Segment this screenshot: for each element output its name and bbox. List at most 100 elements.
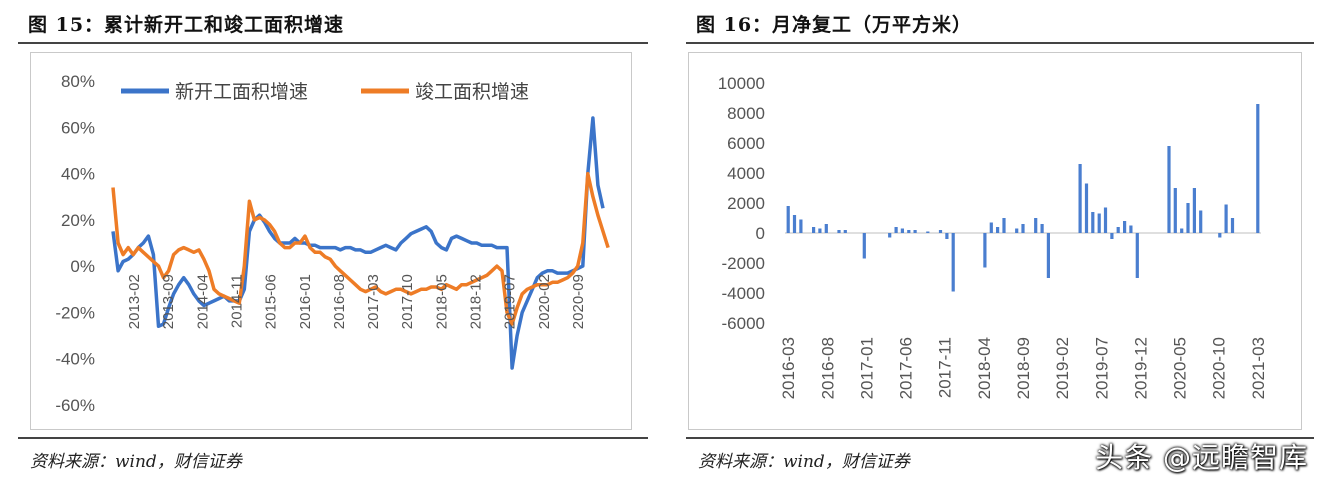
y-tick-label: 40% — [61, 165, 95, 184]
bar — [894, 227, 898, 233]
left-source-note: 资料来源：wind，财信证券 — [30, 452, 242, 472]
x-tick-label: 2017-11 — [936, 337, 955, 398]
right-source-note: 资料来源：wind，财信证券 — [698, 452, 910, 472]
bar — [1040, 224, 1044, 233]
bar — [1021, 224, 1025, 233]
watermark: 头条 @远瞻智库 — [1095, 441, 1308, 474]
bar — [938, 230, 943, 233]
bar — [1110, 233, 1114, 239]
bar — [786, 206, 790, 233]
y-tick-label: 60% — [61, 118, 95, 137]
bar — [1230, 218, 1235, 233]
series-line — [111, 116, 605, 370]
bar — [818, 228, 822, 233]
right-panel: 图 16：月净复工（万平方米） 10000 8000 6000 4000 2000 0 -2… — [668, 0, 1326, 482]
bar — [1129, 225, 1133, 233]
right-top-rule — [686, 42, 1314, 44]
y-tick-label: 6000 — [727, 134, 765, 153]
bar — [1046, 233, 1050, 278]
bar — [1224, 204, 1228, 233]
x-tick-label: 2017-10 — [399, 274, 416, 329]
y-tick-label: -60% — [55, 396, 95, 415]
x-tick-label: 2018-05 — [433, 274, 450, 329]
y-tick-label: -40% — [55, 350, 95, 369]
bar — [926, 231, 930, 233]
bar — [1167, 146, 1171, 233]
x-tick-label: 2016-08 — [331, 274, 348, 329]
bar — [1084, 183, 1089, 233]
bar — [1103, 207, 1108, 233]
x-tick-label: 2019-07 — [1092, 337, 1111, 399]
right-chart-frame: 10000 8000 6000 4000 2000 0 -2000 -4000 -6000 201… — [688, 52, 1302, 430]
x-tick-label: 2019-02 — [1053, 337, 1072, 399]
bar — [824, 224, 828, 233]
y-tick-label: 2000 — [727, 194, 765, 213]
bar — [989, 222, 993, 233]
x-tick-label: 2014-11 — [229, 274, 246, 328]
bar — [913, 230, 917, 233]
x-tick-label: 2015-06 — [263, 274, 280, 329]
x-tick-label: 2016-08 — [818, 337, 837, 399]
bar — [951, 233, 955, 292]
left-figure-title: 图 15：累计新开工和竣工面积增速 — [28, 14, 345, 36]
left-bottom-rule — [18, 437, 648, 439]
bar — [945, 233, 949, 239]
x-tick-label: 2018-12 — [468, 274, 485, 329]
bar — [812, 227, 816, 233]
bar — [1078, 164, 1082, 233]
x-tick-label: 2017-03 — [365, 274, 382, 329]
x-tick-label: 2020-05 — [1171, 337, 1190, 399]
bar — [862, 233, 866, 259]
x-tick-label: 2017-06 — [897, 337, 916, 399]
y-tick-label: -6000 — [722, 314, 765, 333]
y-tick-label: 0 — [756, 224, 765, 243]
x-tick-label: 2013-02 — [126, 274, 143, 329]
bar — [837, 230, 841, 233]
bar — [1034, 218, 1038, 233]
y-tick-label: 80% — [61, 72, 95, 91]
bar — [1097, 213, 1101, 233]
x-tick-label: 2020-02 — [536, 274, 553, 329]
bar — [996, 227, 1000, 233]
x-tick-label: 2017-01 — [857, 337, 876, 399]
x-tick-label: 2013-09 — [160, 274, 177, 329]
left-chart-frame: 80% 60% 40% 20% 0% -20% -40% -60% 新开工面积增速 竣工面积增速 2… — [30, 52, 632, 430]
x-tick-label: 2021-03 — [1249, 337, 1268, 399]
y-tick-label: 0% — [70, 257, 95, 276]
x-tick-label: 2019-12 — [1131, 337, 1150, 399]
x-tick-label: 2020-10 — [1210, 337, 1229, 399]
bar — [1256, 104, 1260, 233]
y-tick-label: -4000 — [722, 284, 765, 303]
line-chart: 80% 60% 40% 20% 0% -20% -40% -60% 新开工面积增速 竣工面积增速 2… — [55, 72, 610, 415]
x-tick-label: 2020-09 — [570, 274, 587, 329]
x-tick-label: 2019-07 — [502, 274, 519, 329]
legend-label: 竣工面积增速 — [415, 81, 529, 103]
bar — [799, 219, 803, 233]
bar — [983, 233, 987, 268]
right-bottom-rule — [686, 437, 1314, 439]
bar — [1091, 212, 1095, 233]
bar — [900, 228, 904, 233]
bar — [1116, 227, 1120, 233]
bar — [1192, 188, 1196, 233]
bar — [1180, 228, 1184, 233]
bar — [1199, 210, 1203, 233]
y-tick-label: 8000 — [727, 104, 765, 123]
y-tick-label: 20% — [61, 211, 95, 230]
y-tick-label: 10000 — [718, 74, 765, 93]
y-tick-label: -20% — [55, 303, 95, 322]
legend-label: 新开工面积增速 — [175, 81, 308, 103]
bar — [792, 215, 797, 233]
left-top-rule — [18, 42, 648, 44]
x-tick-label: 2014-04 — [194, 274, 211, 329]
bar — [1135, 233, 1139, 278]
bar — [1218, 233, 1222, 238]
x-tick-label: 2018-04 — [975, 337, 994, 399]
left-panel: 图 15：累计新开工和竣工面积增速 80% 60% 40% 20% 0% -20% -40%… — [0, 0, 660, 482]
x-tick-label: 2016-01 — [297, 274, 314, 329]
legend: 新开工面积增速 竣工面积增速 — [121, 81, 529, 103]
bar — [1123, 221, 1127, 233]
bar — [888, 233, 892, 238]
bar — [1002, 218, 1006, 233]
bar — [1173, 188, 1177, 233]
